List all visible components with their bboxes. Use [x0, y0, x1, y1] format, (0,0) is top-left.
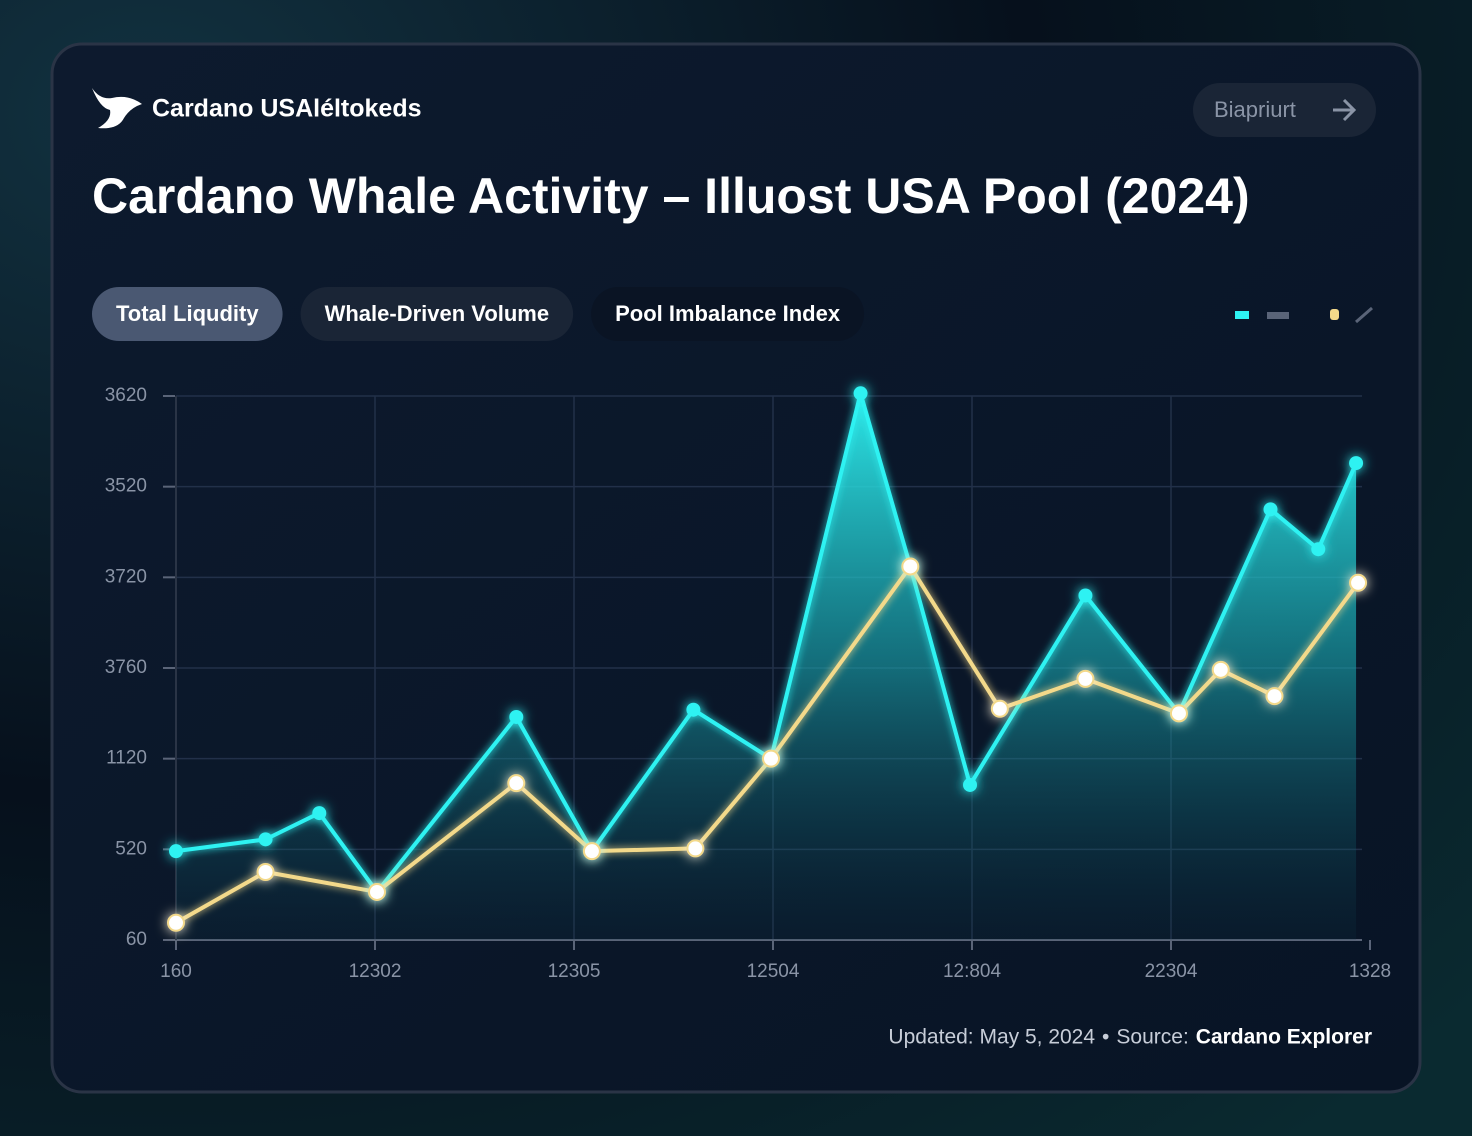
- data-point: [167, 913, 185, 932]
- data-point: [169, 844, 183, 859]
- data-point: [1211, 660, 1230, 679]
- y-tick-label: 3720: [105, 566, 147, 587]
- data-point: [507, 774, 526, 793]
- data-point: [762, 749, 781, 768]
- x-tick-label: 12302: [349, 961, 402, 982]
- data-point: [258, 832, 273, 847]
- legend-icon: [1235, 311, 1249, 319]
- button-label[interactable]: Biapriurt: [1214, 97, 1296, 122]
- tab[interactable]: [92, 287, 283, 341]
- tab[interactable]: [300, 287, 574, 341]
- data-point: [509, 709, 524, 724]
- data-point: [1169, 704, 1188, 723]
- legend-icon: [1330, 309, 1339, 320]
- data-point: [853, 386, 868, 401]
- brand-logo: [92, 88, 142, 129]
- y-tick-label: 520: [115, 838, 147, 859]
- data-point: [582, 842, 601, 861]
- y-tick-label: 3620: [105, 385, 147, 406]
- data-point: [1311, 542, 1326, 557]
- data-point: [256, 863, 275, 881]
- data-point: [686, 702, 701, 717]
- data-point: [312, 806, 327, 821]
- x-tick-label: 12305: [548, 961, 601, 982]
- y-tick-label: 3520: [105, 476, 147, 497]
- legend-icon: [1355, 306, 1373, 324]
- x-tick-label: 12504: [747, 961, 800, 982]
- footer-text: Source:: [1116, 1026, 1188, 1049]
- area: [176, 393, 1357, 940]
- footer-text: Cardano Explorer: [1196, 1026, 1372, 1049]
- x-tick-label: 12:804: [943, 961, 1002, 982]
- x-tick-label: 22304: [1145, 961, 1198, 982]
- data-point: [963, 777, 978, 792]
- tab[interactable]: [591, 287, 865, 341]
- data-point: [367, 882, 386, 901]
- data-point: [1076, 669, 1095, 688]
- tab-label[interactable]: Total Liqudity: [116, 301, 259, 326]
- data-point: [1263, 502, 1278, 517]
- data-point: [686, 839, 705, 858]
- line: [175, 391, 1358, 894]
- x-tick-label: 160: [160, 961, 192, 982]
- x-tick-label: 1328: [1349, 961, 1391, 982]
- tab-label[interactable]: Pool Imbalance Index: [615, 301, 841, 326]
- y-tick-label: 1120: [106, 748, 147, 769]
- y-tick-label: 3760: [105, 657, 147, 678]
- data-point: [1078, 588, 1093, 603]
- data-point: [1349, 456, 1364, 471]
- data-point: [1265, 687, 1284, 706]
- data-point: [990, 699, 1009, 718]
- brand: Cardano USAléltokeds: [152, 95, 422, 123]
- legend-icon: [1267, 312, 1289, 319]
- footer-text: •: [1102, 1026, 1109, 1049]
- chart-title: Cardano Whale Activity – Illuost USA Poo…: [92, 168, 1250, 224]
- tab-label[interactable]: Whale-Driven Volume: [325, 301, 550, 326]
- y-tick-label: 60: [126, 929, 147, 950]
- footer-text: Updated: May 5, 2024: [888, 1026, 1095, 1049]
- arrow-icon: [1333, 98, 1357, 122]
- data-point: [901, 557, 920, 576]
- line: [175, 564, 1360, 925]
- data-point: [1349, 573, 1368, 592]
- button[interactable]: [1193, 83, 1376, 137]
